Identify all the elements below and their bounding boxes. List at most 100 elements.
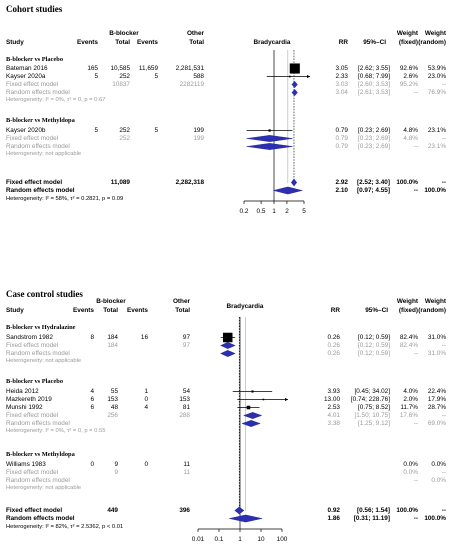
axis-tick-label: 0.5 [256,208,266,215]
subgroup-heterogeneity: Heterogeneity: I² = 0%, τ² = 0, p = 0.67 [6,97,106,103]
study-effect-square [289,63,300,74]
study-events1: 165 [87,65,98,72]
study-total2: 588 [193,73,204,80]
overall-fixed-total2: 2,282,318 [175,179,204,186]
study-name: Williams 1983 [6,461,46,468]
study-ci: [0.75; 8.52] [358,404,390,411]
study-rr: 3.05 [335,65,348,72]
subgroup-random-label: Random effects model [6,350,70,357]
subgroup-random-ci: [1.25; 9.12] [358,420,390,427]
pooled-diamond [220,350,236,357]
subgroup-random-wf: -- [413,143,418,150]
subgroup-fixed-wf: 82.4% [399,342,418,349]
subgroup-random-label: Random effects model [6,477,70,484]
study-effect-square [222,332,233,343]
axis-tick-label: 10 [257,536,265,543]
overall-fixed-wf: 100.0% [396,179,418,186]
subgroup-fixed-wr: -- [441,135,446,142]
study-effect-square [251,390,254,393]
study-weight-fixed: 2.6% [403,73,418,80]
subgroup-fixed-total1: 256 [107,412,118,419]
study-events2: 16 [140,334,148,341]
overall-fixed-wr: -- [441,179,446,186]
subgroup-fixed-wr: -- [441,342,446,349]
study-weight-random: 28.7% [427,404,446,411]
overall-random-ci: [0.31; 11.19] [353,515,390,522]
overall-fixed-wf: 100.0% [396,507,418,514]
study-name: Heida 2012 [6,388,39,395]
study-rr: 0.26 [327,334,340,341]
cohort-subgroup-heading: B-blocker vs Methyldopa [6,117,75,124]
cc-plot-header: Bradycardia [226,303,264,310]
study-total1: 48 [110,404,118,411]
study-weight-fixed: 4.8% [403,127,418,134]
study-total1: 10,585 [110,65,130,72]
cc-subgroup-heading: B-blocker vs Placebo [6,378,64,385]
subgroup-random-wf: -- [413,89,418,96]
subgroup-fixed-label: Fixed effect model [6,135,59,142]
pooled-diamond [273,186,303,195]
subgroup-fixed-total1: 252 [119,135,130,142]
study-total1: 252 [119,73,130,80]
overall-fixed-rr: 0.92 [327,507,340,514]
study-total2: 54 [182,388,190,395]
study-weight-random: 0.0% [431,461,446,468]
study-effect-square [246,405,251,410]
study-name: Bateman 2016 [6,65,48,72]
subgroup-fixed-ci: [0.23; 2.69] [358,135,390,142]
overall-fixed-wr: -- [441,507,446,514]
cohort-wrandom-header-sub: (random) [418,39,446,46]
study-weight-random: 22.4% [427,388,446,395]
subgroup-fixed-total2: 11 [183,469,190,476]
study-rr: 3.93 [327,388,340,395]
subgroup-random-ci: [0.23; 2.69] [358,143,390,150]
study-effect-square [268,129,271,132]
cohort-total1-header: Total [115,39,130,46]
pooled-diamond [243,412,263,419]
study-weight-fixed: 92.6% [399,65,418,72]
axis-tick-label: 1 [272,208,276,215]
overall-heterogeneity: Heterogeneity: I² = 58%, τ² = 0.2821, p … [6,196,124,202]
cohort-subgroup-heading: B-blocker vs Placebo [6,56,64,63]
subgroup-fixed-wf: 4.8% [403,135,418,142]
cohort-wfixed-header-sub: (fixed) [398,39,418,46]
cc-ci-header: 95%–CI [365,307,388,314]
subgroup-fixed-wr: -- [441,412,446,419]
subgroup-fixed-label: Fixed effect model [6,412,59,419]
study-events1: 5 [94,127,98,134]
cohort-study-header: Study [6,39,24,46]
axis-tick-label: 0.01 [191,536,205,543]
subgroup-random-wr: 31.0% [427,350,446,357]
subgroup-random-wf: -- [413,477,418,484]
subgroup-fixed-wr: -- [441,81,446,88]
pooled-diamond [220,342,236,349]
study-ci: [0.74; 228.76] [350,396,390,403]
subgroup-fixed-wr: -- [441,469,446,476]
subgroup-fixed-wf: 0.0% [403,469,418,476]
study-total1: 9 [114,461,118,468]
subgroup-heterogeneity: Heterogeneity: not applicable [6,485,82,491]
axis-tick-label: 1 [238,536,242,543]
study-name: Kayser 2020a [6,73,46,80]
subgroup-fixed-total2: 288 [179,412,190,419]
subgroup-random-ci: [2.61; 3.53] [358,89,390,96]
subgroup-fixed-total2: 199 [193,135,204,142]
overall-fixed-total1: 449 [107,507,118,514]
study-effect-square [288,75,291,78]
pooled-diamond [291,88,298,97]
cc-wrandom-header-sub: (random) [418,307,446,314]
cohort-group1-header: B-blocker [109,30,139,37]
cc-group2-header: Other [172,298,190,305]
study-weight-random: 23.0% [427,73,446,80]
subgroup-fixed-rr: 4.01 [327,412,340,419]
overall-random-wr: 100.0% [424,515,446,522]
subgroup-fixed-wf: 17.6% [399,412,418,419]
overall-heterogeneity: Heterogeneity: I² = 82%, τ² = 2.5362, p … [6,524,124,530]
overall-random-wf: -- [413,187,418,194]
cohort-events1-header: Events [77,39,98,46]
cohort-plot-header: Bradycardia [253,39,291,46]
study-events1: 5 [94,73,98,80]
study-total1: 153 [107,396,118,403]
study-ci: [0.45; 34.02] [354,388,390,395]
subgroup-random-label: Random effects model [6,89,70,96]
